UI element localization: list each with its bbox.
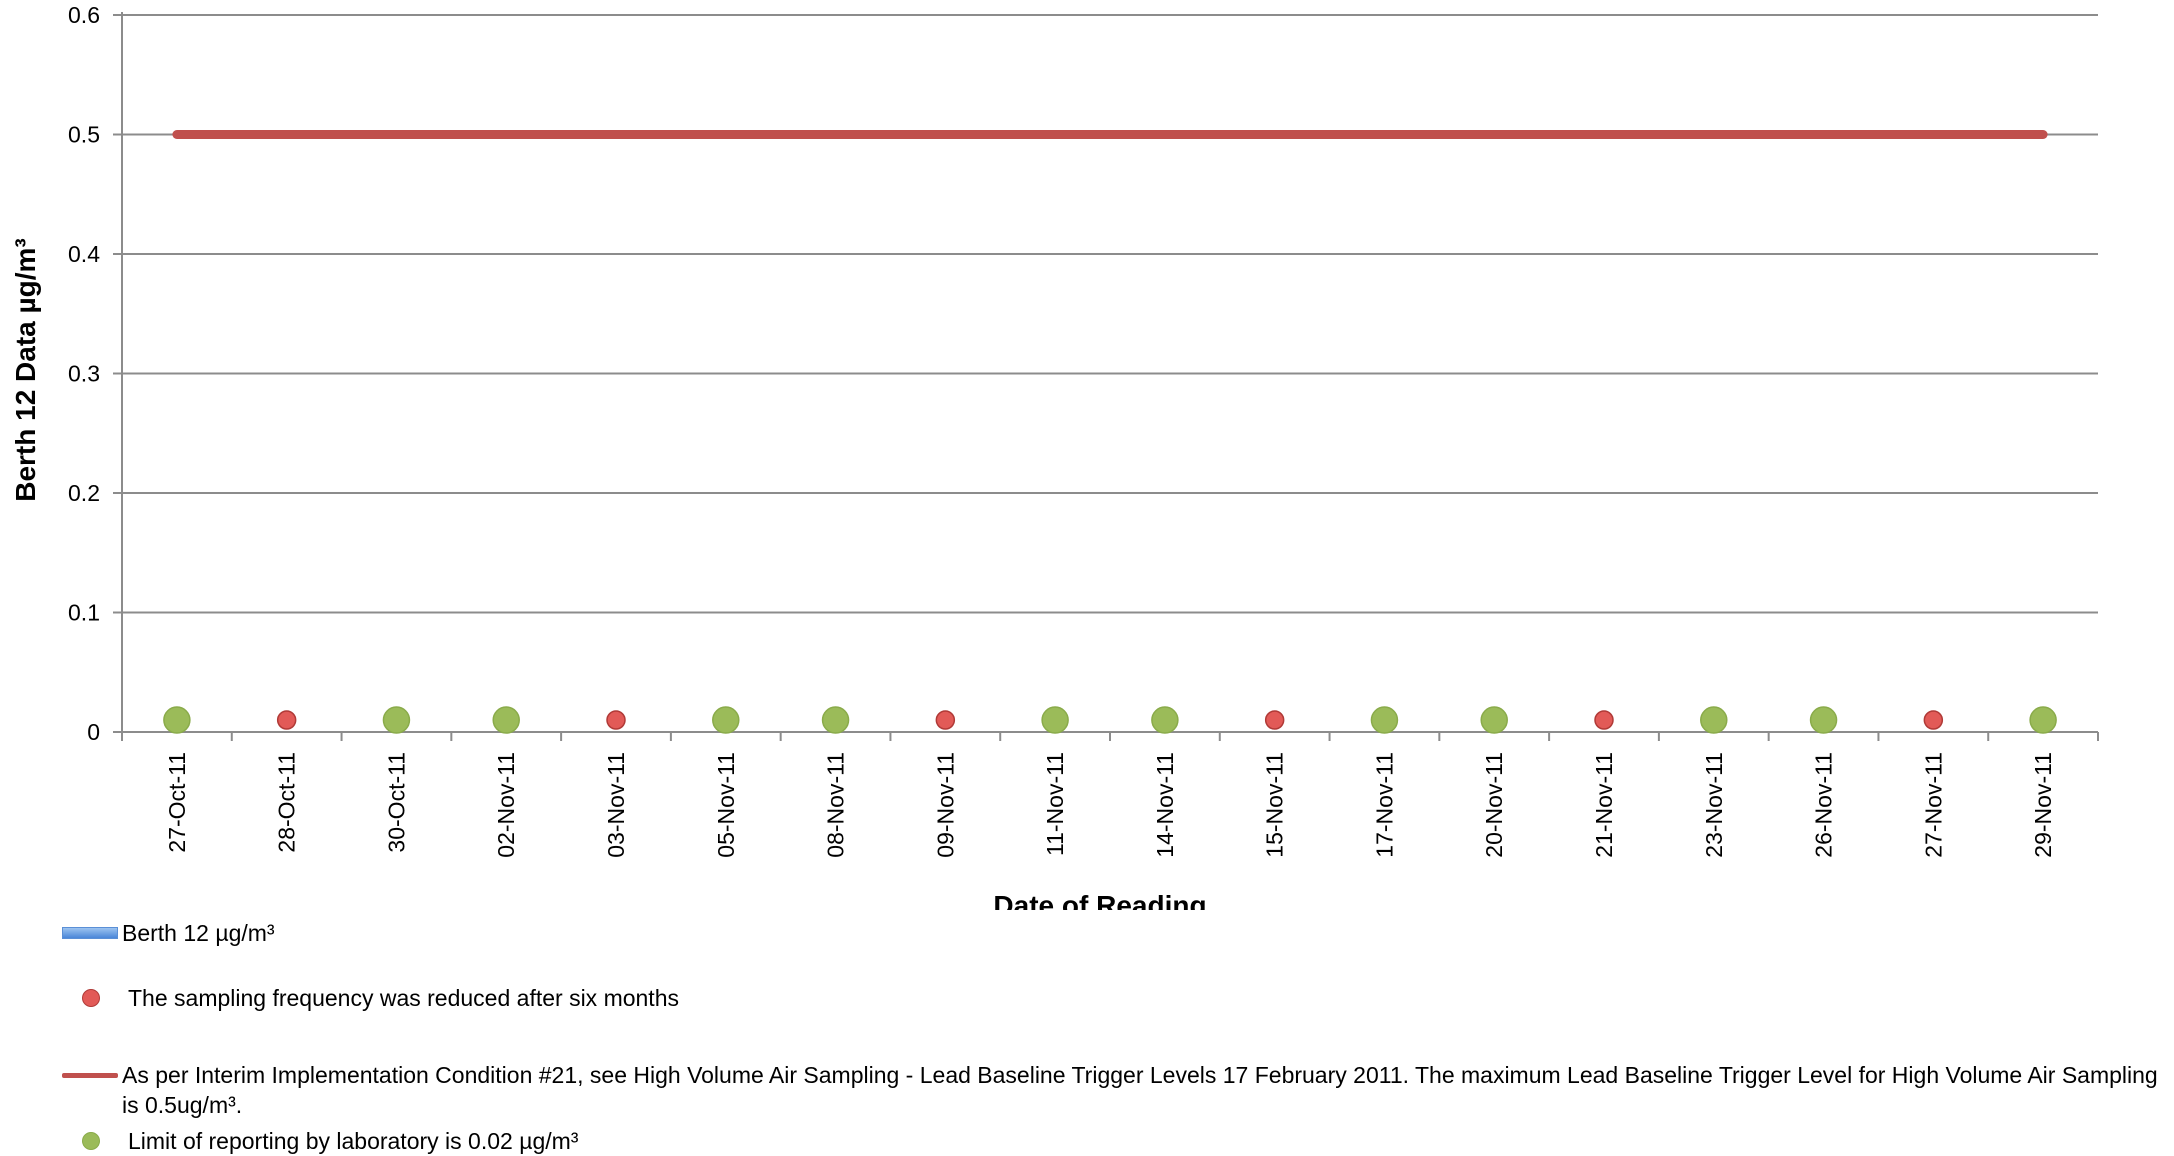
x-tick-label: 20-Nov-11: [1481, 752, 1507, 858]
legend-label-trigger: As per Interim Implementation Condition …: [122, 1062, 2158, 1118]
reporting-limit-marker: [1041, 706, 1069, 734]
x-tick-label: 30-Oct-11: [383, 752, 409, 853]
x-tick-labels: 27-Oct-11 28-Oct-11 30-Oct-11 02-Nov-11 03-N…: [164, 752, 2056, 858]
reporting-limit-marker: [1151, 706, 1179, 734]
sampling-reduced-marker: [935, 710, 956, 730]
reporting-limit-marker: [2029, 706, 2057, 734]
y-tick-label: 0.5: [68, 122, 100, 148]
y-tick-label: 0.2: [68, 480, 100, 506]
reporting-limit-marker: [163, 706, 191, 734]
x-tick-label: 14-Nov-11: [1152, 752, 1178, 858]
y-tick-label: 0.6: [68, 2, 100, 28]
y-tick-label: 0.1: [68, 600, 100, 626]
legend-item-berth: Berth 12 µg/m³: [62, 918, 275, 948]
x-tick-label: 21-Nov-11: [1591, 752, 1617, 858]
legend-item-sampling: The sampling frequency was reduced after…: [62, 983, 679, 1013]
reporting-limit-marker: [382, 706, 411, 734]
x-tick-label: 03-Nov-11: [603, 752, 629, 858]
legend-label-sampling: The sampling frequency was reduced after…: [128, 985, 679, 1011]
y-tick-label: 0.3: [68, 361, 100, 387]
legend-swatch-bar: [62, 927, 118, 939]
reporting-limit-marker: [1700, 706, 1728, 734]
x-tick-label: 28-Oct-11: [274, 752, 300, 853]
x-tick-label: 26-Nov-11: [1811, 752, 1837, 858]
sampling-reduced-marker: [1594, 710, 1614, 730]
legend-label-berth: Berth 12 µg/m³: [122, 920, 275, 946]
x-tick-label: 08-Nov-11: [823, 752, 849, 858]
sampling-reduced-marker: [1923, 710, 1944, 730]
reporting-limit-marker: [712, 706, 740, 734]
legend-item-limit: Limit of reporting by laboratory is 0.02…: [62, 1126, 578, 1156]
sampling-reduced-marker: [606, 710, 626, 730]
y-tick-label: 0.4: [68, 241, 100, 267]
reporting-limit-marker: [492, 706, 520, 734]
x-tick-label: 27-Oct-11: [164, 752, 190, 853]
y-tick-label: 0: [87, 719, 100, 745]
legend-swatch-line: [62, 1073, 118, 1078]
x-tick-label: 09-Nov-11: [932, 752, 958, 858]
reporting-limit-marker: [1370, 706, 1399, 734]
x-tick-label: 27-Nov-11: [1920, 752, 1946, 858]
legend-item-trigger: As per Interim Implementation Condition …: [62, 1060, 2162, 1120]
x-tick-label: 17-Nov-11: [1371, 752, 1397, 858]
x-tick-label: 23-Nov-11: [1701, 752, 1727, 858]
chart: 0 0.1 0.2 0.3 0.4 0.5 0.6 27-Oct-11 28-Oct-11 30…: [10, 2, 2099, 910]
x-axis-title: Date of Reading: [993, 890, 1206, 910]
legend-label-limit: Limit of reporting by laboratory is 0.02…: [128, 1128, 579, 1154]
reporting-limit-marker: [821, 706, 850, 734]
sampling-reduced-marker: [276, 710, 297, 730]
sampling-reduced-marker: [1264, 710, 1285, 730]
legend-swatch-red-dot: [82, 989, 100, 1007]
y-tick-labels: 0 0.1 0.2 0.3 0.4 0.5 0.6: [68, 2, 100, 745]
legend-swatch-green-dot: [82, 1132, 100, 1150]
x-tick-label: 11-Nov-11: [1042, 752, 1068, 856]
series: [163, 130, 2057, 734]
x-tick-label: 15-Nov-11: [1262, 752, 1288, 858]
x-tick-label: 02-Nov-11: [493, 752, 519, 858]
axes: [113, 12, 2099, 741]
reporting-limit-marker: [1480, 706, 1508, 734]
x-tick-label: 05-Nov-11: [713, 752, 739, 858]
gridlines: [122, 14, 2098, 614]
reporting-limit-marker: [1809, 706, 1838, 734]
y-axis-title: Berth 12 Data µg/m³: [10, 238, 41, 502]
x-tick-label: 29-Nov-11: [2030, 752, 2056, 858]
